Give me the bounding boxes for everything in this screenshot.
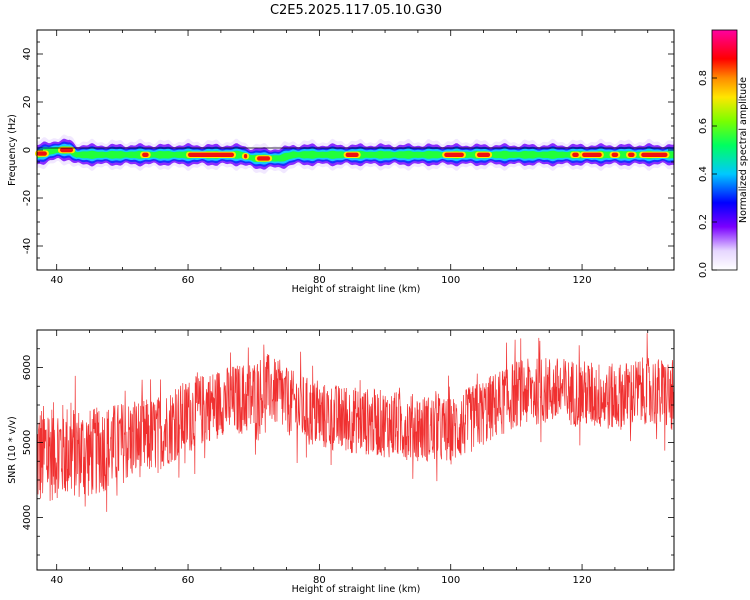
band-peak-red [641, 152, 668, 157]
band-peak-red [611, 152, 619, 157]
snr-y-tick-label: 4000 [22, 505, 33, 530]
band-peak-red [444, 152, 464, 157]
band-peak-red [142, 152, 149, 157]
snr-x-tick-label: 40 [50, 575, 63, 586]
colorbar-gradient [711, 29, 738, 271]
chart-title: C2E5.2025.117.05.10.G30 [270, 3, 442, 18]
spectrogram-y-tick-label: 20 [22, 96, 33, 109]
spectrogram-x-tick-label: 40 [50, 275, 63, 286]
spectrogram-panel: 40 60 80 100 120 40 20 0 -20 -40 Height of straig… [7, 29, 675, 295]
spectrogram-y-tick-label: 40 [22, 48, 33, 61]
colorbar-label: Normalized spectral amplitude [738, 77, 749, 223]
snr-ticks: 40 60 80 100 120 6000 5000 4000 [22, 329, 674, 586]
spectrogram-x-tick-label: 120 [573, 275, 592, 286]
band-peak-red [37, 151, 47, 156]
spectrogram-x-tick-label: 60 [182, 275, 195, 286]
spectrogram-y-tick-label: -20 [22, 190, 33, 206]
colorbar-tick-label: 0.0 [698, 262, 709, 278]
spectrogram-y-tick-label: -40 [22, 238, 33, 254]
snr-y-tick-label: 6000 [22, 355, 33, 380]
band-peak-red [628, 152, 635, 157]
band-peak-red [477, 152, 491, 157]
colorbar-ticks: 0.0 0.2 0.4 0.6 0.8 [698, 70, 717, 278]
snr-y-tick-label: 5000 [22, 430, 33, 455]
snr-series-line [36, 333, 675, 512]
snr-y-label: SNR (10 * v/v) [7, 416, 18, 484]
band-peak-red [243, 154, 248, 159]
spectrogram-x-tick-label: 80 [313, 275, 326, 286]
snr-x-tick-label: 120 [573, 575, 592, 586]
colorbar-tick-label: 0.4 [698, 166, 709, 182]
spectrogram-y-label: Frequency (Hz) [7, 114, 18, 186]
snr-x-label: Height of straight line (km) [292, 584, 421, 595]
snr-panel: 40 60 80 100 120 6000 5000 4000 Height of strai… [7, 329, 675, 595]
spectrogram-x-tick-label: 100 [441, 275, 460, 286]
spectrogram-ticks: 40 60 80 100 120 40 20 0 -20 -40 [22, 29, 674, 286]
band-peak-red [257, 156, 271, 161]
band-peak-red [188, 152, 234, 157]
band-peak-red [572, 152, 579, 157]
colorbar: 0.0 0.2 0.4 0.6 0.8 Normalized spectral ampl… [698, 29, 749, 278]
band-peak-red [60, 147, 74, 153]
spectrogram-x-label: Height of straight line (km) [292, 284, 421, 295]
band-peak-red [582, 152, 602, 157]
snr-frame [36, 329, 675, 571]
spectrogram-band [35, 134, 674, 174]
colorbar-tick-label: 0.8 [698, 70, 709, 86]
snr-x-tick-label: 100 [441, 575, 460, 586]
band-peak-red [345, 152, 359, 157]
snr-x-tick-label: 60 [182, 575, 195, 586]
colorbar-tick-label: 0.2 [698, 214, 709, 230]
snr-x-tick-label: 80 [313, 575, 326, 586]
colorbar-tick-label: 0.6 [698, 118, 709, 134]
spectrogram-y-tick-label: 0 [22, 147, 33, 153]
